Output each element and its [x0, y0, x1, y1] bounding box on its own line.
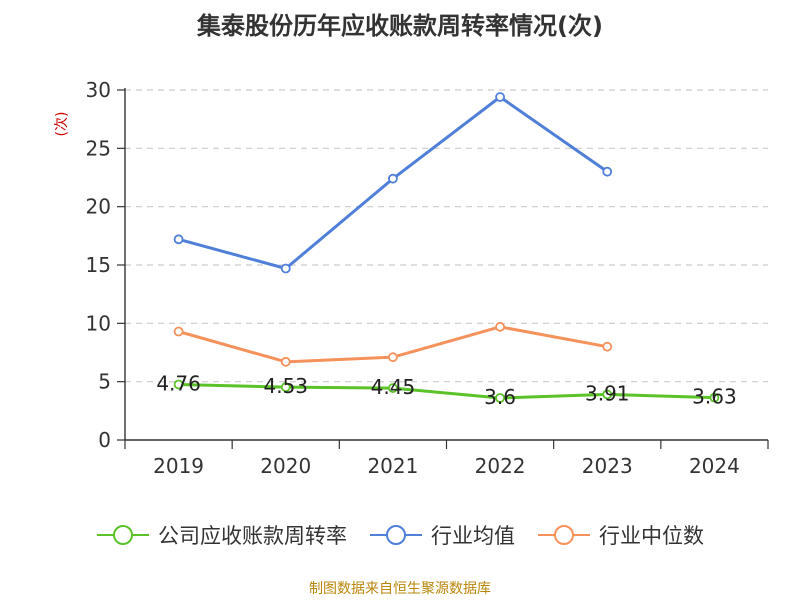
legend-marker-icon	[370, 525, 422, 545]
x-tick-label: 2024	[689, 454, 740, 478]
x-tick-label: 2020	[260, 454, 311, 478]
y-tick-label: 5	[98, 370, 111, 394]
legend-marker-icon	[538, 525, 590, 545]
y-tick-label: 25	[86, 136, 111, 160]
data-point[interactable]	[280, 263, 291, 274]
data-label: 3.63	[692, 385, 737, 409]
y-tick-label: 0	[98, 428, 111, 452]
data-point[interactable]	[280, 356, 291, 367]
y-tick-label: 15	[86, 253, 111, 277]
data-point[interactable]	[280, 382, 291, 393]
data-point[interactable]	[173, 234, 184, 245]
data-point[interactable]	[602, 166, 613, 177]
y-tick-label: 10	[86, 311, 111, 335]
y-tick-label: 30	[86, 78, 111, 102]
data-label: 3.6	[484, 385, 516, 409]
legend-label: 公司应收账款周转率	[158, 524, 347, 548]
legend-label: 行业均值	[431, 524, 515, 548]
legend-label: 行业中位数	[599, 524, 704, 548]
legend-item[interactable]: 公司应收账款周转率	[96, 520, 347, 550]
x-tick-label: 2022	[475, 454, 526, 478]
y-tick-label: 20	[86, 195, 111, 219]
data-point[interactable]	[709, 392, 720, 403]
data-label: 4.76	[156, 371, 201, 395]
legend-marker-icon	[97, 525, 149, 545]
data-point[interactable]	[388, 352, 398, 363]
data-point[interactable]	[388, 383, 398, 393]
data-point[interactable]	[388, 173, 398, 184]
x-tick-label: 2023	[582, 454, 633, 478]
chart-title: 集泰股份历年应收账款周转率情况(次)	[197, 12, 603, 40]
y-axis-label: (次)	[54, 112, 70, 137]
data-point[interactable]	[495, 92, 505, 102]
x-tick-label: 2019	[153, 454, 204, 478]
data-label: 3.91	[585, 381, 630, 405]
data-point[interactable]	[173, 379, 184, 390]
data-point[interactable]	[495, 393, 505, 403]
legend-item[interactable]: 行业中位数	[537, 520, 704, 550]
x-tick-label: 2021	[367, 454, 418, 478]
legend-item[interactable]: 行业均值	[369, 520, 515, 550]
source-note: 制图数据来自恒生聚源数据库	[309, 581, 491, 597]
data-label: 4.45	[371, 375, 416, 399]
data-point[interactable]	[173, 326, 184, 337]
data-point[interactable]	[495, 321, 505, 332]
data-point[interactable]	[602, 341, 613, 352]
series-line	[178, 382, 715, 400]
data-point[interactable]	[602, 389, 613, 400]
legend: 公司应收账款周转率 行业均值 行业中位数	[0, 520, 800, 550]
data-label: 4.53	[263, 374, 308, 398]
